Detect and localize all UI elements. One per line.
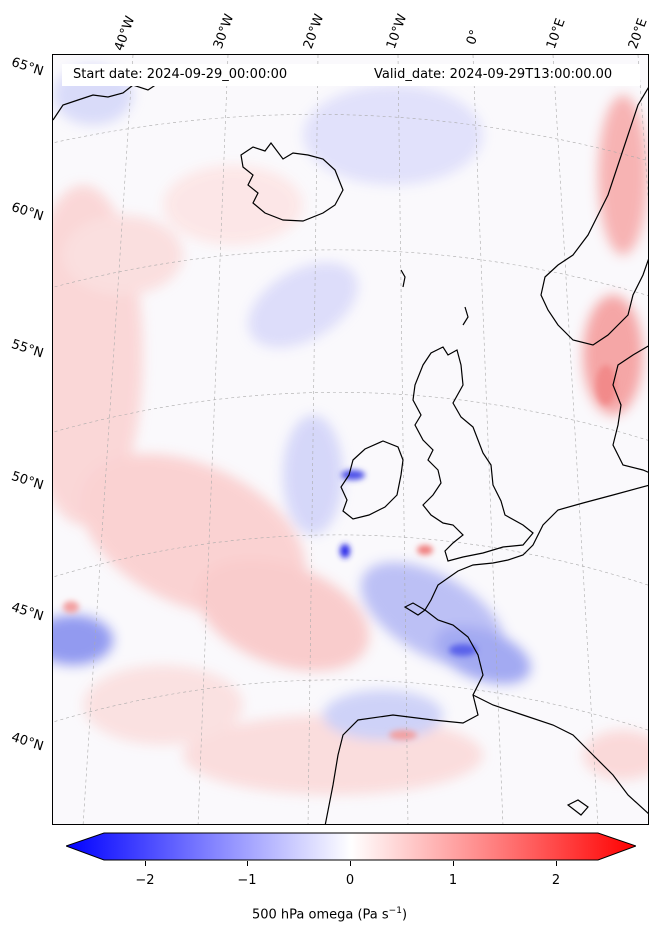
colorbar-tick-label: 0 xyxy=(345,873,355,888)
lon-label-20w: 20°W xyxy=(300,12,328,51)
lon-label-10e: 10°E xyxy=(543,16,569,51)
coastlines xyxy=(53,79,648,824)
colorbar-tick-mark xyxy=(350,861,351,866)
map-panel xyxy=(52,54,649,825)
lon-label-30w: 30°W xyxy=(210,12,238,51)
colorbar-gradient xyxy=(66,832,636,861)
colorbar-label-suffix: ) xyxy=(401,907,408,923)
lat-label-40n: 40°N xyxy=(9,730,46,755)
graticule xyxy=(53,55,648,824)
colorbar-tick-label: −2 xyxy=(135,873,155,888)
colorbar xyxy=(66,832,636,861)
header-background xyxy=(62,64,640,86)
colorbar-tick-mark xyxy=(145,861,146,866)
colorbar-tick-label: 1 xyxy=(448,873,458,888)
colorbar-tick-mark xyxy=(247,861,248,866)
field-detail xyxy=(63,365,616,740)
colorbar-label: 500 hPa omega (Pa s−1) xyxy=(0,906,659,922)
lat-label-65n: 65°N xyxy=(9,55,46,80)
field-shading xyxy=(53,65,648,795)
lat-label-60n: 60°N xyxy=(9,200,46,225)
omega-field xyxy=(53,55,648,824)
valid-date-label: Valid_date: 2024-09-29T13:00:00.00 xyxy=(374,67,613,82)
lon-label-0: 0° xyxy=(463,27,484,47)
lon-label-20e: 20°E xyxy=(625,16,651,51)
start-date-label: Start date: 2024-09-29_00:00:00 xyxy=(73,67,288,82)
lat-label-50n: 50°N xyxy=(9,469,46,494)
colorbar-tick-label: 2 xyxy=(551,873,561,888)
lat-label-45n: 45°N xyxy=(9,600,46,625)
colorbar-tick-mark xyxy=(556,861,557,866)
colorbar-tick-mark xyxy=(453,861,454,866)
lon-label-40w: 40°W xyxy=(111,14,139,53)
lat-label-55n: 55°N xyxy=(9,337,46,362)
colorbar-label-exponent: −1 xyxy=(388,906,402,916)
colorbar-label-prefix: 500 hPa omega (Pa s xyxy=(251,907,389,923)
lon-label-10w: 10°W xyxy=(383,12,411,51)
colorbar-tick-label: −1 xyxy=(237,873,257,888)
